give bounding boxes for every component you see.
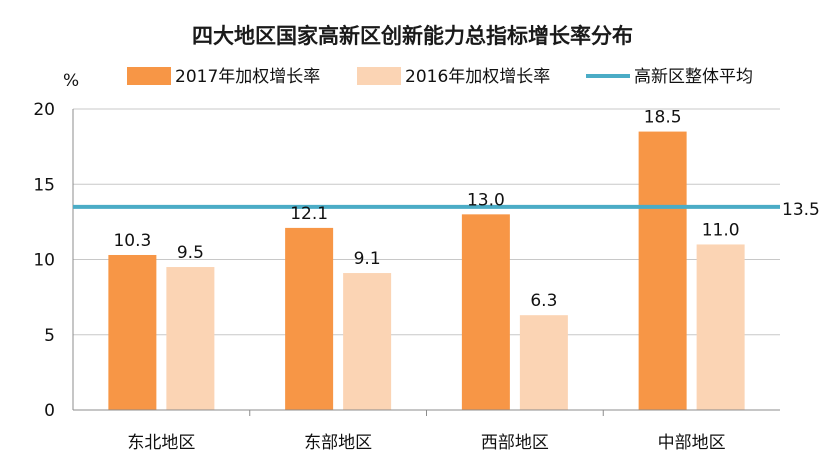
bar-data-label: 9.1 <box>354 249 381 269</box>
label-layer: 0 5 10 15 20% 10.3 9.5 东北地区 12.1 9.1 东部地区 13.0 6.3 西部… <box>33 71 820 453</box>
chart-title: 四大地区国家高新区创新能力总指标增长率分布 <box>192 24 633 48</box>
y-tick-label: 10 <box>33 251 55 271</box>
bar <box>696 244 745 410</box>
bar <box>343 273 392 410</box>
legend-label: 高新区整体平均 <box>634 67 753 87</box>
bar-data-label: 13.0 <box>467 190 505 210</box>
legend-label: 2017年加权增长率 <box>175 67 320 87</box>
average-line-label: 13.5 <box>782 200 820 220</box>
y-axis-unit: % <box>63 71 79 91</box>
legend-swatch <box>127 67 171 85</box>
bar-layer <box>108 131 745 410</box>
bar <box>638 131 687 410</box>
bar <box>108 254 157 410</box>
bar <box>519 315 568 410</box>
y-tick-label: 5 <box>44 326 55 346</box>
y-tick-label: 0 <box>44 401 55 421</box>
bar-data-label: 6.3 <box>530 291 557 311</box>
bar-data-label: 9.5 <box>177 243 204 263</box>
bar-data-label: 18.5 <box>644 108 682 128</box>
legend: 2017年加权增长率 2016年加权增长率 高新区整体平均 <box>127 67 753 87</box>
bar-data-label: 11.0 <box>702 220 740 240</box>
bar-data-label: 12.1 <box>290 204 328 224</box>
bar <box>461 214 510 410</box>
y-tick-label: 15 <box>33 175 55 195</box>
y-tick-label: 20 <box>33 100 55 120</box>
bar-data-label: 10.3 <box>113 231 151 251</box>
x-category-label: 中部地区 <box>658 433 726 453</box>
x-category-label: 西部地区 <box>481 433 549 453</box>
x-category-label: 东北地区 <box>127 433 195 453</box>
bar <box>166 267 215 410</box>
axis-layer <box>72 109 780 416</box>
x-category-label: 东部地区 <box>304 433 372 453</box>
legend-swatch <box>357 67 401 85</box>
bar <box>285 227 334 410</box>
legend-label: 2016年加权增长率 <box>405 67 550 87</box>
